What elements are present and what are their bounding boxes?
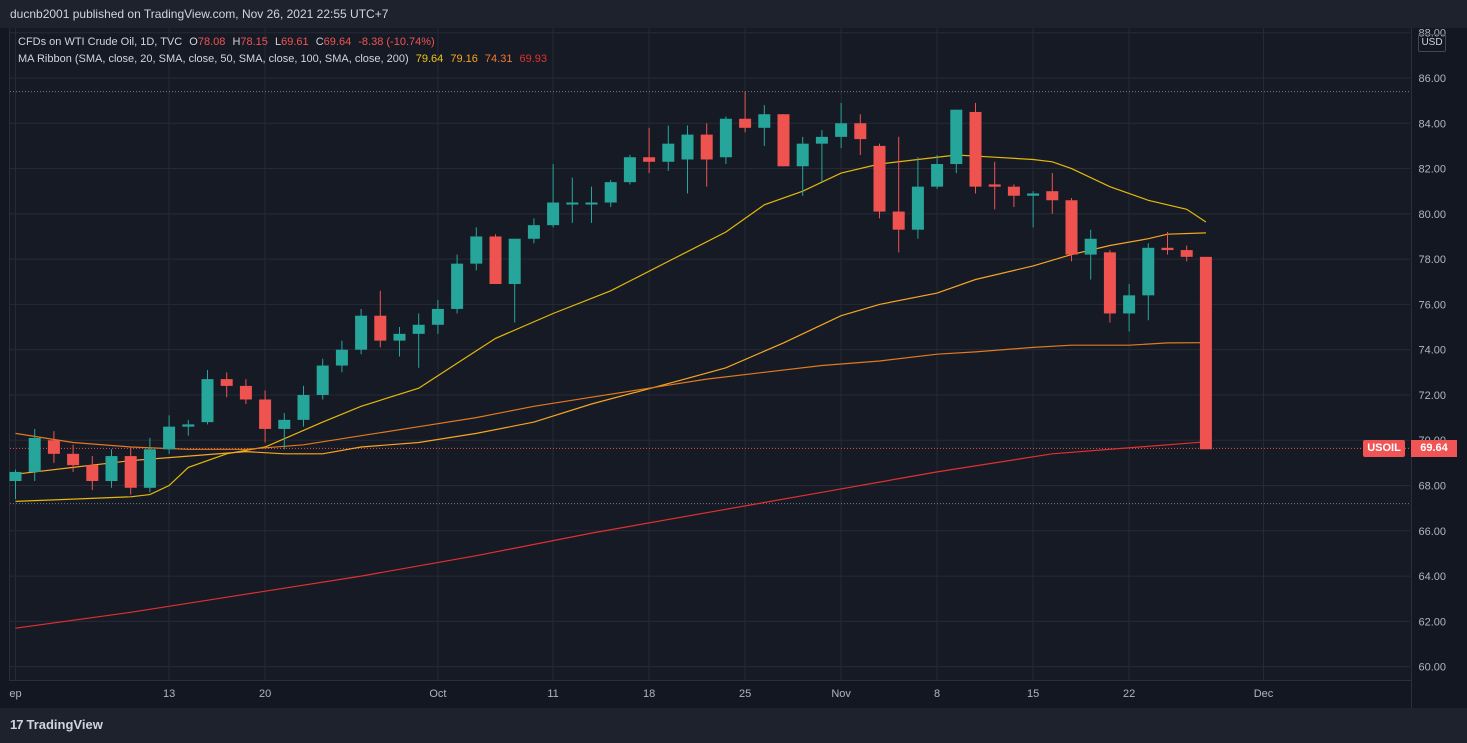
legend-high: H78.15 <box>232 36 267 48</box>
close-value: 69.64 <box>323 36 352 48</box>
ma50-value: 79.16 <box>450 53 478 65</box>
legend-ohlc: CFDs on WTI Crude Oil, 1D, TVC O78.08 H7… <box>18 36 439 48</box>
legend-change: -8.38 (-10.74%) <box>358 36 435 48</box>
time-axis[interactable] <box>9 681 1410 708</box>
legend-low: L69.61 <box>275 36 309 48</box>
tradingview-brand: TradingView <box>26 717 103 732</box>
footer-bar <box>0 708 1467 743</box>
close-label: C <box>315 36 324 48</box>
tradingview-logo-icon: 17 <box>10 717 24 732</box>
high-value: 78.15 <box>240 36 268 48</box>
legend-close: C69.64 <box>316 36 351 48</box>
legend-open: O78.08 <box>189 36 225 48</box>
symbol-tag: USOIL <box>1363 440 1405 457</box>
legend-symbol-name: CFDs on WTI Crude Oil, 1D, TVC <box>18 36 183 48</box>
publish-bar: ducnb2001 published on TradingView.com, … <box>0 0 1467 28</box>
ma200-value: 69.93 <box>519 53 548 65</box>
legend-ma-name: MA Ribbon (SMA, close, 20, SMA, close, 5… <box>18 53 409 65</box>
price-axis[interactable] <box>1411 28 1467 708</box>
legend-ma-ribbon: MA Ribbon (SMA, close, 20, SMA, close, 5… <box>18 53 551 65</box>
open-value: 78.08 <box>197 36 226 48</box>
last-price-tag: 69.64 <box>1411 440 1457 457</box>
ma100-value: 74.31 <box>484 53 513 65</box>
ma20-value: 79.64 <box>415 53 444 65</box>
high-label: H <box>232 36 241 48</box>
low-value: 69.61 <box>281 36 309 48</box>
currency-button[interactable]: USD <box>1418 34 1446 52</box>
chart-area[interactable] <box>9 28 1411 681</box>
low-label: L <box>274 36 282 48</box>
open-label: O <box>189 36 198 48</box>
publish-info: ducnb2001 published on TradingView.com, … <box>10 7 389 21</box>
tradingview-logo[interactable]: 17 TradingView <box>10 717 103 732</box>
